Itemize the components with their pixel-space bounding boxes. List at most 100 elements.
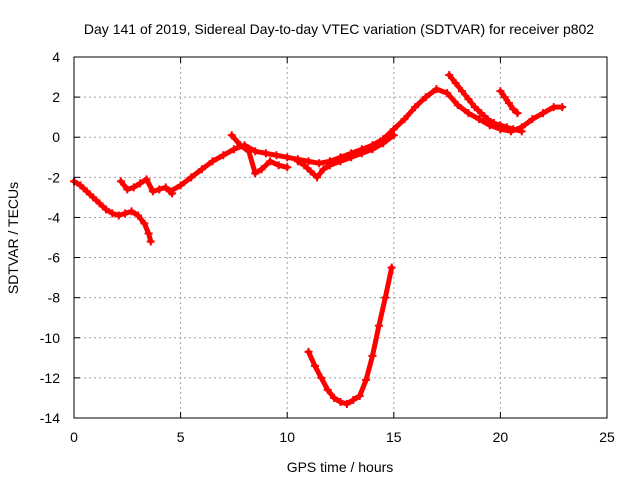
series-morning-arc [116, 175, 177, 198]
data-point [283, 153, 292, 162]
data-point [319, 165, 328, 174]
x-tick-label: 15 [386, 429, 402, 445]
x-tick-label: 25 [599, 429, 615, 445]
data-point [374, 321, 383, 330]
data-point [464, 95, 473, 104]
data-point [108, 209, 117, 218]
x-axis-title: GPS time / hours [287, 459, 394, 475]
data-point [504, 99, 513, 108]
data-point [272, 151, 281, 160]
data-point [304, 157, 313, 166]
data-point [236, 141, 245, 150]
data-point [336, 157, 345, 166]
data-point [229, 145, 238, 154]
data-point [293, 157, 302, 166]
data-point [197, 165, 206, 174]
data-point [251, 169, 260, 178]
data-point [129, 183, 138, 192]
x-tick-label: 5 [177, 429, 185, 445]
x-tick-label: 10 [279, 429, 295, 445]
data-point [89, 193, 98, 202]
data-point [509, 105, 518, 114]
data-point [379, 139, 388, 148]
series-main-trend [165, 85, 567, 196]
data-point [453, 101, 462, 110]
data-point [148, 187, 157, 196]
data-point [445, 71, 454, 80]
data-point [528, 115, 537, 124]
data-point [136, 179, 145, 188]
data-point [357, 149, 366, 158]
data-point [443, 89, 452, 98]
data-point [509, 125, 518, 134]
data-point [336, 397, 345, 406]
data-point [347, 153, 356, 162]
data-point [300, 161, 309, 170]
data-point [274, 161, 283, 170]
data-point [500, 93, 509, 102]
y-tick-label: 2 [52, 89, 60, 105]
data-point [502, 123, 511, 132]
y-tick-label: -6 [48, 250, 61, 266]
data-point [227, 131, 236, 140]
data-point [317, 373, 326, 382]
data-point [558, 103, 567, 112]
data-point [121, 209, 130, 218]
data-point [114, 211, 123, 220]
data-point [140, 219, 149, 228]
y-tick-label: -14 [40, 410, 60, 426]
data-point [187, 173, 196, 182]
series-branch-a [227, 131, 292, 178]
data-point [483, 115, 492, 124]
data-point [432, 85, 441, 94]
series-line [167, 86, 565, 194]
data-point [142, 175, 151, 184]
data-point [144, 229, 153, 238]
series-dip [304, 263, 396, 408]
data-point [387, 263, 396, 272]
data-point [146, 237, 155, 246]
data-point [451, 79, 460, 88]
series-branch-b [293, 131, 398, 182]
ticks: 0 5 10 15 20 25 -14 -12 -10 -8 -6 -4 -2 0 2 4 [40, 49, 615, 445]
data-point [362, 375, 371, 384]
data-point [208, 157, 217, 166]
series-line [306, 265, 395, 407]
y-tick-label: 4 [52, 49, 60, 65]
x-tick-label: 20 [493, 429, 509, 445]
data-point [313, 173, 322, 182]
data-point [475, 115, 484, 124]
data-point [76, 181, 85, 190]
plot-frame [73, 56, 608, 419]
series-layer [70, 71, 567, 408]
data-point [155, 185, 164, 194]
y-tick-label: -4 [48, 209, 61, 225]
data-point [165, 187, 174, 196]
series-branch-c [496, 87, 522, 118]
y-tick-label: -10 [40, 330, 60, 346]
series-afternoon-peaks [445, 71, 526, 136]
data-point [496, 87, 505, 96]
data-point [257, 165, 266, 174]
data-point [127, 207, 136, 216]
data-point [342, 399, 351, 408]
data-point [513, 109, 522, 118]
data-point [368, 351, 377, 360]
data-point [421, 93, 430, 102]
data-point [304, 347, 313, 356]
data-point [82, 187, 91, 196]
data-point [283, 163, 292, 172]
data-point [381, 293, 390, 302]
data-point [349, 395, 358, 404]
data-point [244, 147, 253, 156]
x-tick-label: 0 [70, 429, 78, 445]
data-point [325, 161, 334, 170]
data-point [490, 119, 499, 128]
data-point [306, 167, 315, 176]
data-point [496, 121, 505, 130]
y-tick-label: 0 [52, 129, 60, 145]
data-point [95, 199, 104, 208]
data-point [101, 205, 110, 214]
series-early-morning [70, 177, 155, 246]
chart-title: Day 141 of 2019, Sidereal Day-to-day VTE… [84, 21, 594, 37]
